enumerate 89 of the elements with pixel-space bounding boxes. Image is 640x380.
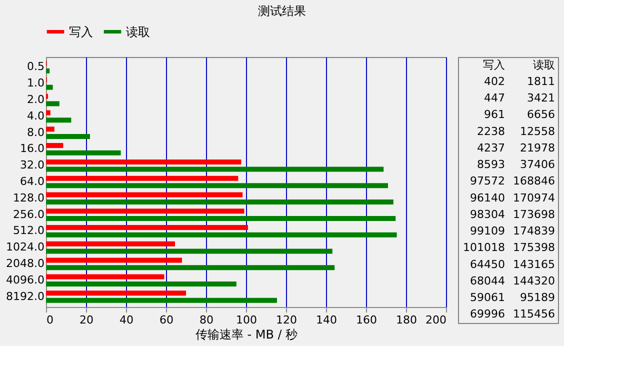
legend-label: 写入 bbox=[69, 24, 93, 39]
x-tick-label: 60 bbox=[160, 314, 174, 326]
bar bbox=[46, 225, 248, 230]
x-axis-title: 传输速率 - MB / 秒 bbox=[195, 328, 298, 342]
text: 59061 bbox=[470, 291, 505, 304]
bar bbox=[46, 126, 54, 132]
text: 64450 bbox=[470, 258, 505, 271]
bar bbox=[46, 159, 242, 164]
bar bbox=[46, 216, 396, 221]
y-tick-label: 256.0 bbox=[13, 208, 44, 221]
bar bbox=[46, 258, 182, 263]
bar bbox=[46, 110, 50, 116]
y-tick-label: 8.0 bbox=[27, 126, 44, 139]
text: 402 bbox=[484, 74, 505, 88]
text: 69996 bbox=[470, 308, 505, 321]
x-tick-label: 180 bbox=[396, 314, 417, 326]
x-tick-label: 200 bbox=[426, 314, 446, 326]
text: 21978 bbox=[520, 141, 555, 154]
y-tick-label: 512.0 bbox=[13, 224, 44, 238]
text: 97572 bbox=[470, 174, 505, 188]
bar bbox=[46, 166, 384, 172]
text: 读取 bbox=[533, 58, 555, 72]
bar bbox=[46, 274, 164, 280]
text: 99109 bbox=[470, 224, 505, 238]
text: 170974 bbox=[513, 191, 555, 204]
bar bbox=[46, 101, 60, 106]
bar bbox=[46, 265, 335, 270]
text: 4237 bbox=[477, 141, 505, 154]
text: 12558 bbox=[520, 124, 555, 138]
bar bbox=[46, 282, 236, 287]
legend-label: 读取 bbox=[126, 24, 150, 39]
text: 173698 bbox=[513, 208, 555, 221]
text: 写入 bbox=[483, 58, 505, 72]
text: 96140 bbox=[470, 191, 505, 204]
x-tick-label: 40 bbox=[120, 314, 134, 326]
y-tick-label: 4.0 bbox=[27, 109, 44, 122]
y-tick-label: 1024.0 bbox=[6, 240, 44, 254]
x-tick-label: 160 bbox=[356, 314, 377, 326]
y-tick-label: 64.0 bbox=[20, 175, 44, 188]
y-tick-label: 8192.0 bbox=[6, 290, 44, 303]
text: 143165 bbox=[513, 258, 555, 271]
text: 68044 bbox=[470, 274, 505, 288]
y-tick-label: 2048.0 bbox=[6, 256, 44, 270]
text: 1811 bbox=[527, 74, 555, 88]
bar bbox=[46, 241, 175, 246]
text: 101018 bbox=[463, 241, 505, 254]
bar bbox=[46, 68, 50, 74]
x-tick-label: 80 bbox=[200, 314, 214, 326]
text: 6656 bbox=[527, 108, 555, 122]
x-tick-label: 20 bbox=[80, 314, 94, 326]
x-tick-label: 0 bbox=[46, 314, 54, 326]
text: 98304 bbox=[470, 208, 505, 221]
text: 37406 bbox=[520, 158, 555, 172]
text: 8593 bbox=[477, 158, 505, 172]
y-tick-label: 0.5 bbox=[27, 60, 44, 74]
x-tick-label: 100 bbox=[236, 314, 257, 326]
text: 144320 bbox=[513, 274, 555, 288]
y-tick-label: 32.0 bbox=[20, 158, 44, 172]
bar bbox=[46, 290, 186, 296]
y-tick-label: 2.0 bbox=[27, 93, 44, 106]
bar bbox=[46, 183, 388, 188]
bar bbox=[46, 298, 277, 303]
text: 3421 bbox=[527, 92, 555, 105]
bar bbox=[46, 134, 90, 139]
text: 447 bbox=[484, 92, 505, 105]
y-tick-label: 4096.0 bbox=[6, 273, 44, 286]
y-tick-label: 1.0 bbox=[27, 76, 44, 90]
bar bbox=[46, 232, 397, 238]
bar bbox=[46, 248, 332, 254]
y-tick-label: 16.0 bbox=[20, 142, 44, 156]
x-tick-label: 120 bbox=[276, 314, 297, 326]
chart-title: 测试结果 bbox=[258, 4, 306, 18]
bar bbox=[46, 118, 72, 123]
text: 2238 bbox=[477, 124, 505, 138]
bar bbox=[46, 208, 244, 214]
y-tick-label: 128.0 bbox=[13, 191, 44, 204]
bar bbox=[46, 143, 64, 148]
text: 168846 bbox=[513, 174, 555, 188]
bar bbox=[46, 200, 394, 205]
x-tick-label: 140 bbox=[316, 314, 337, 326]
text: 95189 bbox=[520, 291, 555, 304]
bar bbox=[46, 176, 238, 181]
text: 174839 bbox=[513, 224, 555, 238]
text: 175398 bbox=[513, 241, 555, 254]
bar bbox=[46, 150, 121, 156]
text: 961 bbox=[484, 108, 505, 122]
text: 115456 bbox=[513, 308, 555, 321]
bar bbox=[46, 84, 53, 90]
bar bbox=[46, 192, 243, 198]
